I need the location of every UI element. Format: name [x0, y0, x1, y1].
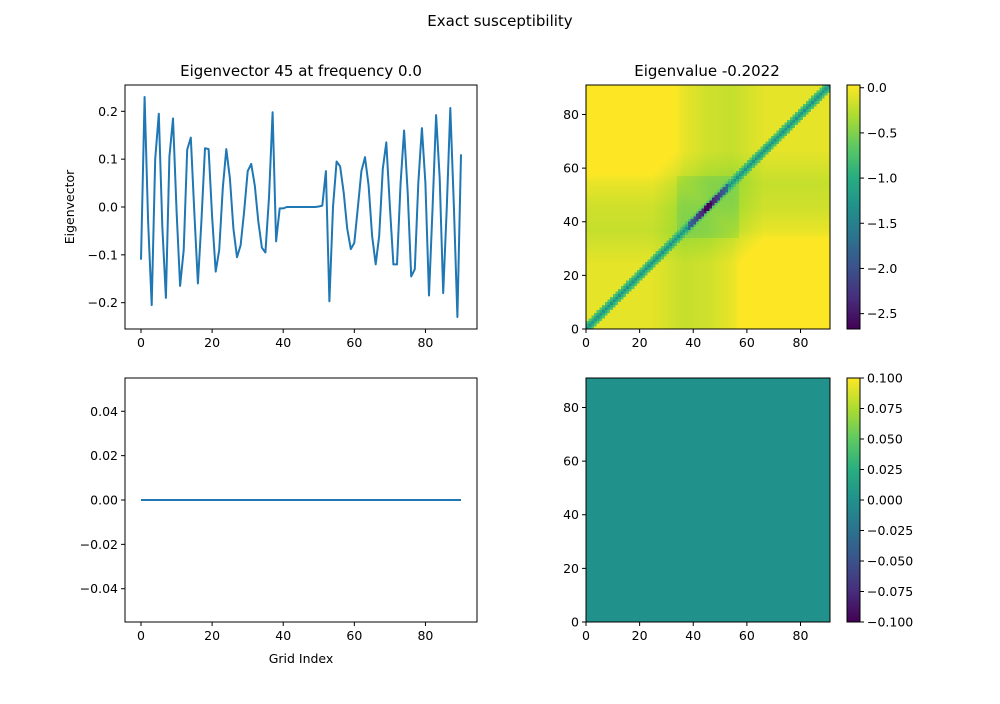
zero-heatmap-y-tick-label: 80	[563, 400, 579, 415]
eigenvalue-colorbar-tick-label: 0.0	[867, 80, 887, 95]
zero-heatmap-colorbar-tick-label: −0.075	[867, 584, 913, 599]
eigenvalue-heatmap-x-tick-label: 20	[632, 335, 648, 350]
zero-line-y-tick-label: −0.04	[80, 581, 118, 596]
eigenvalue-colorbar-tick-label: −1.5	[867, 216, 897, 231]
eigenvalue-heatmap-chart: Eigenvalue -0.2022 0 20 40 60 80 0 20 40 60 80 0.…	[563, 62, 897, 350]
zero-heatmap-colorbar	[847, 378, 860, 622]
figure-title: Exact susceptibility	[427, 12, 573, 30]
eigenvalue-heatmap-title: Eigenvalue -0.2022	[634, 62, 780, 80]
eigenvalue-heatmap-y-tick-label: 40	[563, 214, 579, 229]
zero-heatmap-x-tick-label: 60	[739, 628, 755, 643]
eigenvector-y-axis-label: Eigenvector	[62, 169, 77, 244]
eigenvalue-heatmap-x-tick-label: 0	[582, 335, 590, 350]
zero-heatmap-colorbar-tick-label: −0.025	[867, 523, 913, 538]
zero-heatmap-image	[586, 378, 830, 622]
eigenvalue-colorbar-tick-label: −1.0	[867, 171, 897, 186]
eigenvector-y-tick-label: −0.2	[88, 295, 118, 310]
zero-heatmap-colorbar-tick-label: −0.050	[867, 554, 913, 569]
zero-heatmap-x-tick-label: 20	[632, 628, 648, 643]
eigenvalue-heatmap-y-tick-label: 20	[563, 268, 579, 283]
eigenvector-x-tick-label: 0	[137, 335, 145, 350]
zero-heatmap-chart: 0 20 40 60 80 0 20 40 60 80 0.100 0.075 0.050 0.025 0…	[563, 371, 913, 644]
eigenvector-y-tick-label: 0.0	[98, 200, 118, 215]
eigenvalue-colorbar-frame	[846, 84, 861, 330]
eigenvalue-heatmap-y-tick-label: 80	[563, 107, 579, 122]
eigenvector-x-tick-label: 60	[346, 335, 362, 350]
eigenvalue-colorbar-tick-label: −0.5	[867, 125, 897, 140]
zero-line-x-tick-label: 80	[417, 628, 433, 643]
zero-line-y-tick-label: −0.02	[80, 537, 118, 552]
zero-line-y-tick-label: 0.00	[90, 493, 118, 508]
eigenvector-x-tick-label: 40	[275, 335, 291, 350]
eigenvector-y-tick-label: 0.2	[98, 104, 118, 119]
zero-heatmap-frame	[585, 377, 831, 623]
eigenvector-y-tick-label: 0.1	[98, 152, 118, 167]
zero-heatmap-x-tick-label: 40	[685, 628, 701, 643]
zero-heatmap-x-tick-label: 80	[793, 628, 809, 643]
zero-heatmap-colorbar-tick-label: −0.100	[867, 615, 913, 630]
eigenvalue-colorbar-tick-label: −2.5	[867, 306, 897, 321]
eigenvalue-colorbar	[847, 85, 860, 329]
eigenvector-axes-frame	[124, 84, 478, 330]
eigenvalue-heatmap-frame	[585, 84, 831, 330]
zero-line-x-tick-label: 60	[346, 628, 362, 643]
zero-heatmap-y-tick-label: 40	[563, 507, 579, 522]
eigenvector-series-line	[140, 96, 462, 318]
eigenvalue-heatmap-x-tick-label: 40	[685, 335, 701, 350]
eigenvalue-heatmap-image	[586, 85, 830, 329]
zero-heatmap-y-tick-label: 20	[563, 561, 579, 576]
eigenvalue-heatmap-x-tick-label: 60	[739, 335, 755, 350]
zero-heatmap-colorbar-tick-label: 0.025	[867, 462, 903, 477]
zero-heatmap-y-tick-label: 0	[571, 615, 579, 630]
zero-heatmap-y-tick-label: 60	[563, 454, 579, 469]
eigenvalue-heatmap-y-tick-label: 0	[571, 322, 579, 337]
zero-heatmap-colorbar-tick-label: 0.100	[867, 371, 903, 386]
zero-line-y-tick-label: 0.02	[90, 448, 118, 463]
zero-line-x-tick-label: 20	[204, 628, 220, 643]
zero-heatmap-colorbar-tick-label: 0.075	[867, 401, 903, 416]
zero-line-axes-frame	[124, 377, 478, 623]
eigenvector-x-tick-label: 80	[417, 335, 433, 350]
eigenvalue-heatmap-x-tick-label: 80	[793, 335, 809, 350]
eigenvalue-colorbar-tick-label: −2.0	[867, 261, 897, 276]
eigenvector-x-tick-label: 20	[204, 335, 220, 350]
zero-heatmap-x-tick-label: 0	[582, 628, 590, 643]
eigenvalue-heatmap-y-tick-label: 60	[563, 161, 579, 176]
eigenvector-chart-title: Eigenvector 45 at frequency 0.0	[180, 62, 422, 80]
eigenvector-y-tick-label: −0.1	[88, 247, 118, 262]
zero-heatmap-colorbar-tick-label: 0.000	[867, 493, 903, 508]
eigenvector-line-chart: Eigenvector 45 at frequency 0.0 Eigenvec…	[62, 62, 478, 350]
zero-line-x-tick-label: 40	[275, 628, 291, 643]
zero-heatmap-colorbar-tick-label: 0.050	[867, 432, 903, 447]
zero-line-chart: Grid Index 0 20 40 60 80 −0.04 −0.02 0.00 0.02 0.…	[80, 377, 478, 666]
zero-line-y-tick-label: 0.04	[90, 404, 118, 419]
zero-line-x-tick-label: 0	[137, 628, 145, 643]
grid-index-axis-label: Grid Index	[269, 651, 334, 666]
